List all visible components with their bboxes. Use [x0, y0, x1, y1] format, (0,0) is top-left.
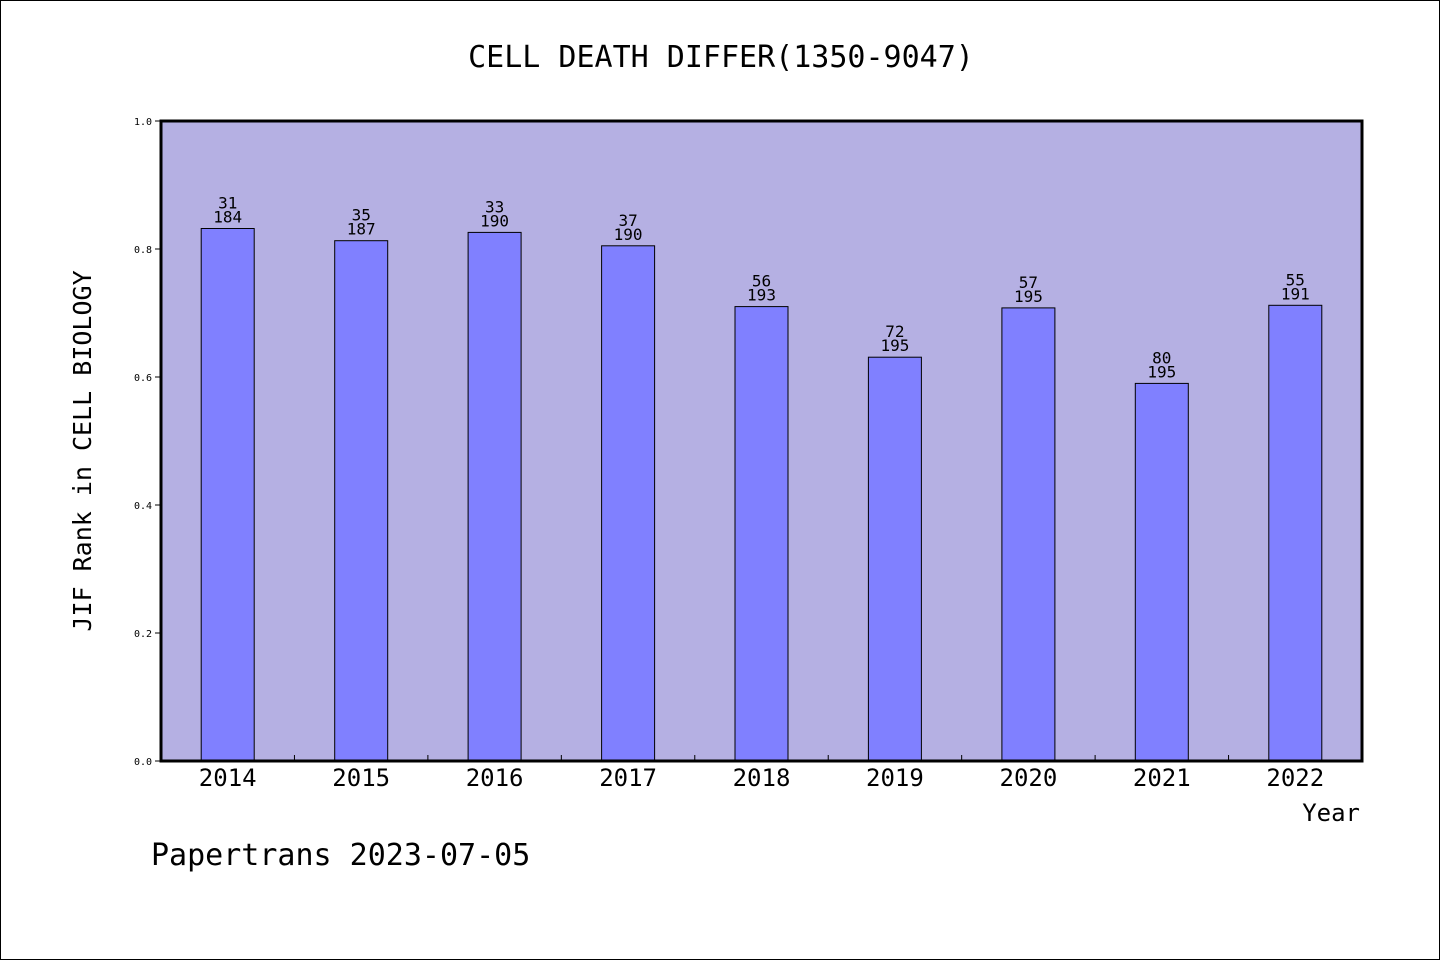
x-tick-label: 2022	[1266, 764, 1324, 792]
x-tick-label: 2016	[466, 764, 524, 792]
bar	[200, 228, 255, 762]
bar	[601, 245, 656, 762]
x-tick-label: 2017	[599, 764, 657, 792]
chart-title: CELL DEATH DIFFER(1350-9047)	[468, 40, 974, 75]
y-tick-label: 0.2	[134, 629, 152, 640]
data-label-total: 184	[213, 208, 242, 227]
x-axis: 2014 2015 2016 2017 2018 2019 2020 2021 2022	[199, 755, 1324, 792]
data-label-rank: 55	[1286, 270, 1305, 289]
data-label-rank: 31	[218, 194, 237, 213]
bar	[467, 231, 522, 762]
x-tick-label: 2014	[199, 764, 257, 792]
data-label-total: 190	[480, 211, 509, 230]
bar	[867, 356, 922, 762]
data-label-total: 195	[880, 336, 909, 355]
footer-text: Papertrans 2023-07-05	[151, 838, 530, 873]
data-label-rank: 33	[485, 197, 504, 216]
data-label-total: 195	[1147, 362, 1176, 381]
x-tick-label: 2015	[332, 764, 390, 792]
data-label-total: 195	[1014, 287, 1043, 306]
x-tick-label: 2020	[1000, 764, 1058, 792]
y-axis: 0.0 0.2 0.4 0.6 0.8 1.0	[134, 117, 161, 768]
data-label-total: 187	[347, 220, 376, 239]
data-label-rank: 56	[752, 272, 771, 291]
x-axis-label: Year	[1302, 799, 1360, 827]
y-tick-label: 0.0	[134, 757, 152, 768]
data-label-total: 193	[747, 286, 776, 305]
y-tick-label: 0.8	[134, 245, 152, 256]
data-label-rank: 37	[618, 211, 637, 230]
data-label-rank: 57	[1019, 273, 1038, 292]
data-label-total: 191	[1281, 284, 1310, 303]
bar	[1134, 382, 1189, 762]
y-tick-label: 0.6	[134, 373, 152, 384]
data-label-total: 190	[614, 225, 643, 244]
plot-border	[159, 119, 1364, 763]
x-tick-label: 2019	[866, 764, 924, 792]
y-axis-label: JIF Rank in CELL BIOLOGY	[68, 270, 97, 631]
bar	[1268, 304, 1323, 762]
bar	[334, 240, 389, 762]
y-tick-label: 1.0	[134, 117, 152, 128]
bar	[1001, 307, 1056, 762]
x-tick-label: 2021	[1133, 764, 1191, 792]
bar	[734, 306, 789, 762]
y-tick-label: 0.4	[134, 501, 152, 512]
data-label-rank: 72	[885, 322, 904, 341]
data-label-rank: 35	[352, 206, 371, 225]
data-label-rank: 80	[1152, 348, 1171, 367]
x-tick-label: 2018	[733, 764, 791, 792]
